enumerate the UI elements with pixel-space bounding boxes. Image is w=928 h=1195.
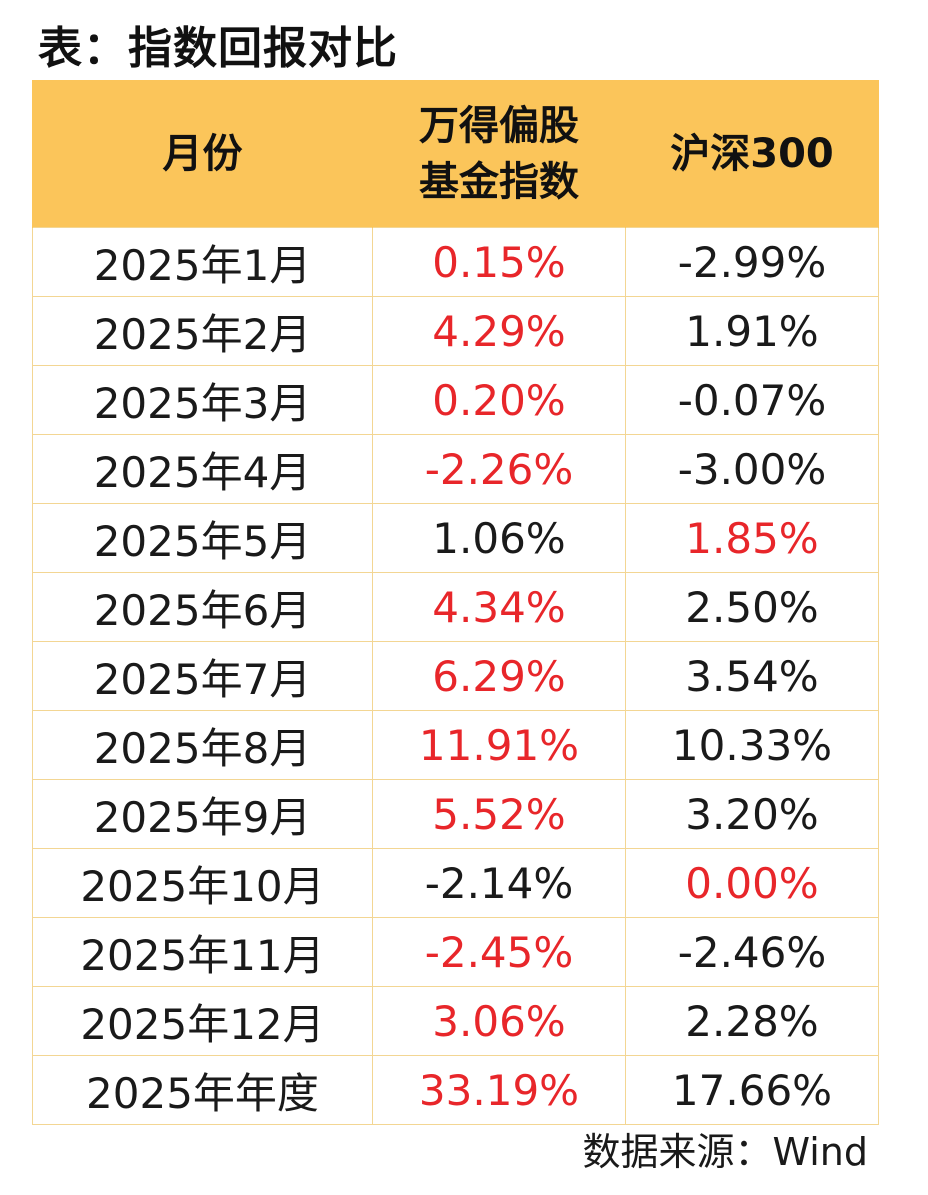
- cell-csi300-return: 3.54%: [625, 641, 879, 711]
- cell-fund-return: -2.26%: [372, 434, 626, 504]
- table-title: 表：指数回报对比: [38, 23, 398, 74]
- cell-fund-return: 11.91%: [372, 710, 626, 780]
- cell-month: 2025年11月: [32, 917, 373, 987]
- header-fund-line2: 基金指数: [419, 158, 579, 205]
- header-csi300: 沪深300: [625, 80, 879, 228]
- table-row: 2025年4月 -2.26% -3.00%: [32, 434, 879, 504]
- cell-month: 2025年1月: [32, 227, 373, 297]
- cell-month: 2025年年度: [32, 1055, 373, 1125]
- cell-csi300-return: -2.46%: [625, 917, 879, 987]
- cell-month: 2025年12月: [32, 986, 373, 1056]
- table-row: 2025年年度 33.19% 17.66%: [32, 1055, 879, 1125]
- cell-csi300-return: 17.66%: [625, 1055, 879, 1125]
- cell-fund-return: 6.29%: [372, 641, 626, 711]
- cell-csi300-return: 2.28%: [625, 986, 879, 1056]
- table-row: 2025年1月 0.15% -2.99%: [32, 227, 879, 297]
- cell-month: 2025年7月: [32, 641, 373, 711]
- cell-fund-return: -2.14%: [372, 848, 626, 918]
- table-row: 2025年7月 6.29% 3.54%: [32, 641, 879, 711]
- cell-fund-return: 1.06%: [372, 503, 626, 573]
- cell-month: 2025年4月: [32, 434, 373, 504]
- table-row: 2025年3月 0.20% -0.07%: [32, 365, 879, 435]
- cell-csi300-return: 3.20%: [625, 779, 879, 849]
- index-return-table: 月份 万得偏股 基金指数 沪深300 2025年1月 0.15% -2.99% 202…: [32, 80, 879, 1125]
- cell-fund-return: 5.52%: [372, 779, 626, 849]
- table-row: 2025年5月 1.06% 1.85%: [32, 503, 879, 573]
- cell-fund-return: 0.20%: [372, 365, 626, 435]
- table-row: 2025年10月 -2.14% 0.00%: [32, 848, 879, 918]
- cell-fund-return: 3.06%: [372, 986, 626, 1056]
- cell-month: 2025年5月: [32, 503, 373, 573]
- table-row: 2025年8月 11.91% 10.33%: [32, 710, 879, 780]
- header-month: 月份: [32, 80, 373, 228]
- header-fund-index: 万得偏股 基金指数: [372, 80, 626, 228]
- cell-month: 2025年8月: [32, 710, 373, 780]
- cell-fund-return: 4.34%: [372, 572, 626, 642]
- table-row: 2025年12月 3.06% 2.28%: [32, 986, 879, 1056]
- cell-csi300-return: 10.33%: [625, 710, 879, 780]
- cell-fund-return: 0.15%: [372, 227, 626, 297]
- cell-fund-return: 33.19%: [372, 1055, 626, 1125]
- cell-csi300-return: 0.00%: [625, 848, 879, 918]
- cell-csi300-return: -0.07%: [625, 365, 879, 435]
- data-source-note: 数据来源：Wind: [582, 1130, 868, 1174]
- header-row: 月份 万得偏股 基金指数 沪深300: [32, 80, 879, 228]
- cell-month: 2025年3月: [32, 365, 373, 435]
- table-header: 月份 万得偏股 基金指数 沪深300: [32, 80, 879, 228]
- header-fund-line1: 万得偏股: [419, 102, 579, 149]
- cell-month: 2025年6月: [32, 572, 373, 642]
- cell-csi300-return: 1.91%: [625, 296, 879, 366]
- cell-csi300-return: -3.00%: [625, 434, 879, 504]
- table-row: 2025年2月 4.29% 1.91%: [32, 296, 879, 366]
- cell-fund-return: 4.29%: [372, 296, 626, 366]
- cell-csi300-return: -2.99%: [625, 227, 879, 297]
- cell-month: 2025年9月: [32, 779, 373, 849]
- table-body: 2025年1月 0.15% -2.99% 2025年2月 4.29% 1.91% 2025年…: [32, 227, 879, 1125]
- cell-csi300-return: 1.85%: [625, 503, 879, 573]
- table-row: 2025年9月 5.52% 3.20%: [32, 779, 879, 849]
- cell-fund-return: -2.45%: [372, 917, 626, 987]
- table-row: 2025年6月 4.34% 2.50%: [32, 572, 879, 642]
- cell-month: 2025年10月: [32, 848, 373, 918]
- cell-csi300-return: 2.50%: [625, 572, 879, 642]
- cell-month: 2025年2月: [32, 296, 373, 366]
- table-row: 2025年11月 -2.45% -2.46%: [32, 917, 879, 987]
